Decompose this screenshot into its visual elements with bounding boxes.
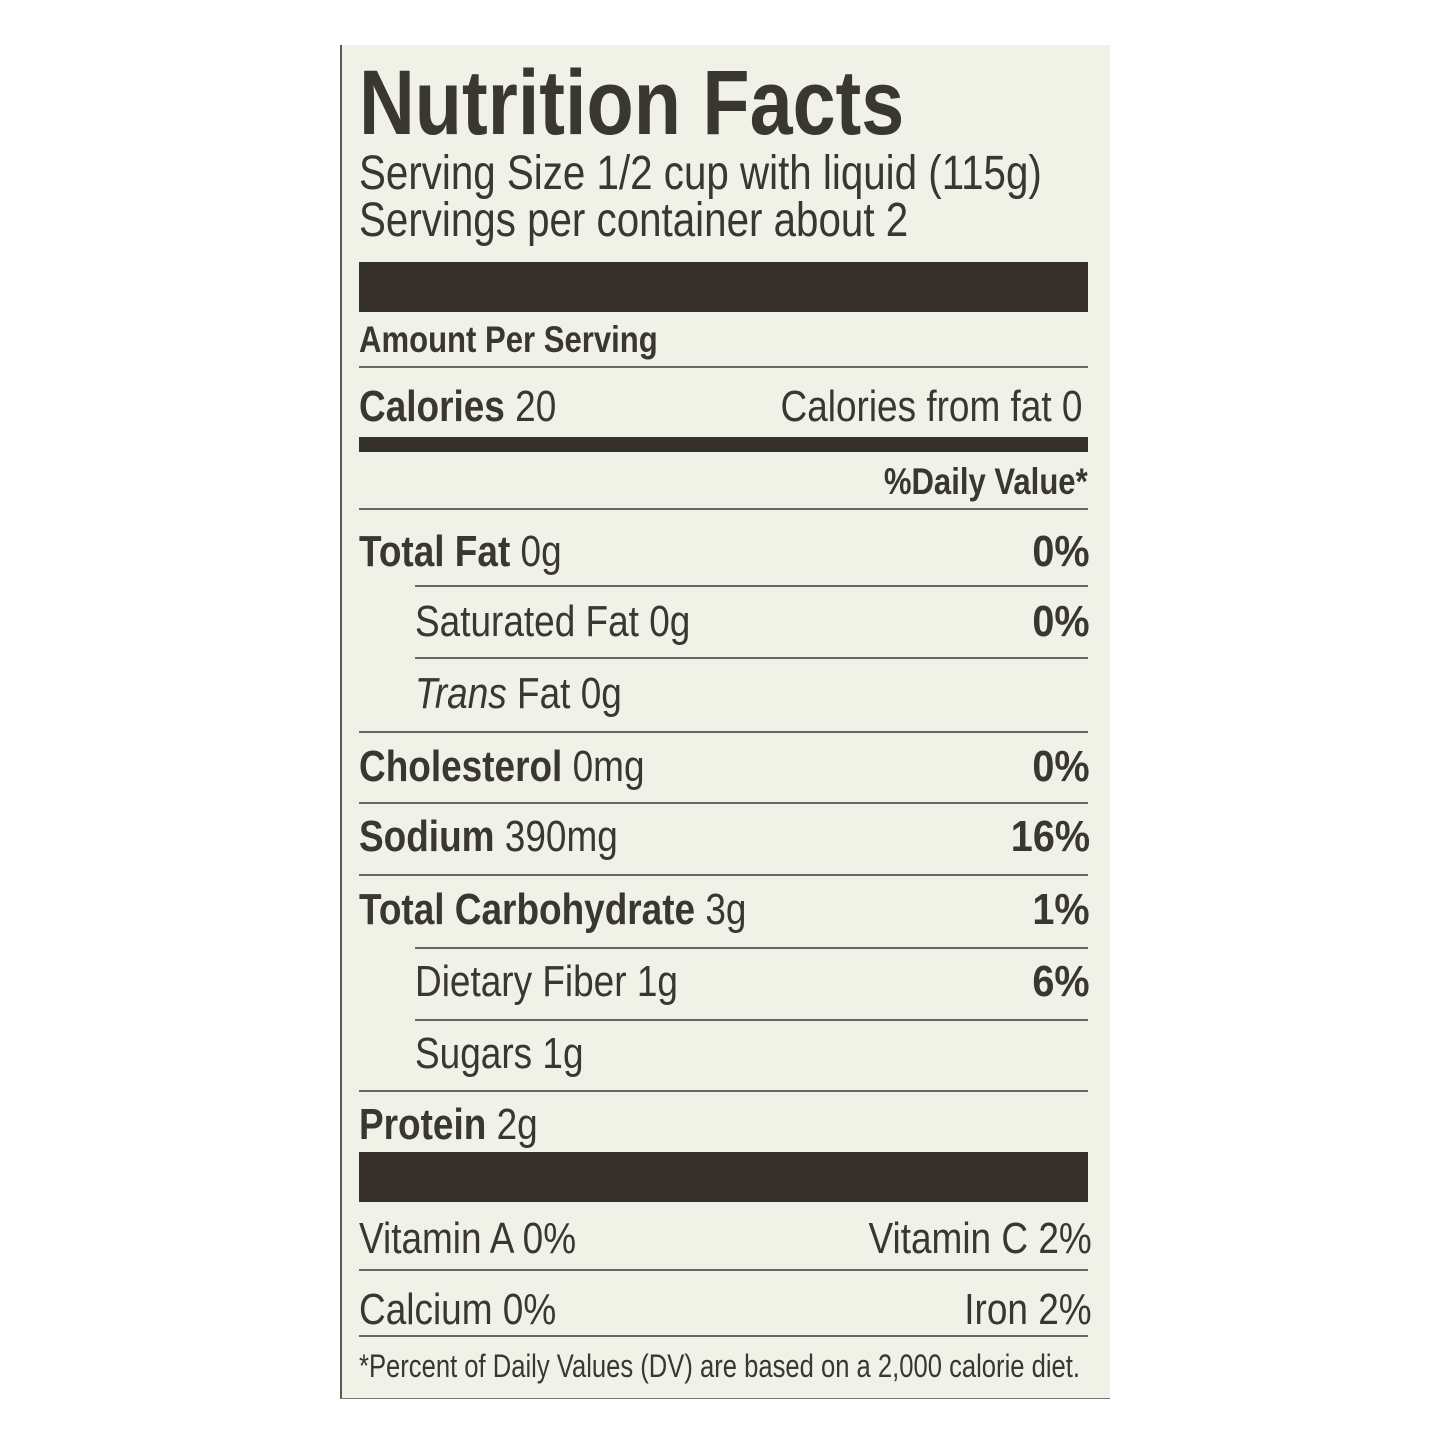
calories-label: Calories bbox=[359, 382, 505, 431]
label-title: Nutrition Facts bbox=[359, 52, 905, 154]
nutrient-label: Total Fat bbox=[359, 527, 511, 576]
divider bbox=[359, 1269, 1088, 1271]
divider bbox=[359, 508, 1088, 510]
nutrient-row-trans-fat: Trans Fat 0g bbox=[415, 672, 622, 716]
vitamin-a: Vitamin A 0% bbox=[359, 1214, 577, 1263]
nutrient-dv: 1% bbox=[1032, 885, 1090, 934]
vitamin-c: Vitamin C 2% bbox=[868, 1214, 1092, 1263]
divider bbox=[415, 1019, 1088, 1021]
nutrient-amount: 0mg bbox=[572, 742, 645, 791]
nutrient-label: Saturated Fat bbox=[415, 597, 639, 646]
nutrient-dv: 0% bbox=[1032, 742, 1090, 791]
calories-row: Calories 20 bbox=[359, 385, 556, 429]
nutrient-amount: 2g bbox=[496, 1100, 538, 1149]
thick-divider bbox=[359, 262, 1088, 312]
nutrient-dv: 0% bbox=[1032, 597, 1090, 646]
nutrient-amount: 1g bbox=[636, 957, 678, 1006]
divider bbox=[359, 731, 1088, 733]
divider bbox=[359, 874, 1088, 876]
nutrient-label: Trans bbox=[415, 669, 507, 718]
divider bbox=[359, 1090, 1088, 1092]
nutrient-amount: 3g bbox=[705, 885, 747, 934]
servings-per-container: Servings per container about 2 bbox=[359, 194, 909, 247]
nutrient-amount: 0g bbox=[520, 527, 562, 576]
nutrient-label: Sugars bbox=[415, 1029, 533, 1078]
nutrient-row-cholesterol: Cholesterol 0mg bbox=[359, 745, 644, 789]
nutrient-row-saturated-fat: Saturated Fat 0g bbox=[415, 600, 690, 644]
nutrient-label: Dietary Fiber bbox=[415, 957, 627, 1006]
divider bbox=[359, 366, 1088, 368]
nutrient-row-dietary-fiber: Dietary Fiber 1g bbox=[415, 960, 678, 1004]
nutrient-amount: 390mg bbox=[504, 812, 618, 861]
daily-value-header: %Daily Value* bbox=[884, 461, 1088, 502]
nutrient-amount: Fat 0g bbox=[517, 669, 622, 718]
nutrient-label: Protein bbox=[359, 1100, 487, 1149]
nutrient-amount: 0g bbox=[649, 597, 691, 646]
calories-from-fat: Calories from fat 0 bbox=[780, 382, 1082, 431]
nutrient-label: Total Carbohydrate bbox=[359, 885, 696, 934]
nutrient-dv: 0% bbox=[1032, 527, 1090, 576]
calories-value: 20 bbox=[515, 382, 557, 431]
nutrient-row-total-fat: Total Fat 0g bbox=[359, 530, 562, 574]
nutrient-amount: 1g bbox=[542, 1029, 584, 1078]
nutrient-label: Cholesterol bbox=[359, 742, 563, 791]
thick-divider bbox=[359, 1152, 1088, 1202]
nutrient-row-total-carbohydrate: Total Carbohydrate 3g bbox=[359, 888, 747, 932]
nutrition-facts-label: Nutrition Facts Serving Size 1/2 cup wit… bbox=[340, 45, 1110, 1399]
medium-divider bbox=[359, 437, 1088, 452]
divider bbox=[359, 1335, 1088, 1337]
iron: Iron 2% bbox=[964, 1285, 1092, 1334]
nutrient-row-sugars: Sugars 1g bbox=[415, 1032, 584, 1076]
nutrient-label: Sodium bbox=[359, 812, 495, 861]
amount-per-serving: Amount Per Serving bbox=[359, 319, 658, 360]
divider bbox=[415, 947, 1088, 949]
nutrient-dv: 6% bbox=[1032, 957, 1090, 1006]
divider bbox=[359, 802, 1088, 804]
nutrient-row-protein: Protein 2g bbox=[359, 1103, 538, 1147]
footnote: *Percent of Daily Values (DV) are based … bbox=[359, 1348, 1080, 1384]
divider bbox=[415, 657, 1088, 659]
nutrient-row-sodium: Sodium 390mg bbox=[359, 815, 618, 859]
serving-size: Serving Size 1/2 cup with liquid (115g) bbox=[359, 147, 1042, 200]
calcium: Calcium 0% bbox=[359, 1285, 557, 1334]
nutrient-dv: 16% bbox=[1010, 812, 1090, 861]
divider bbox=[415, 585, 1088, 587]
